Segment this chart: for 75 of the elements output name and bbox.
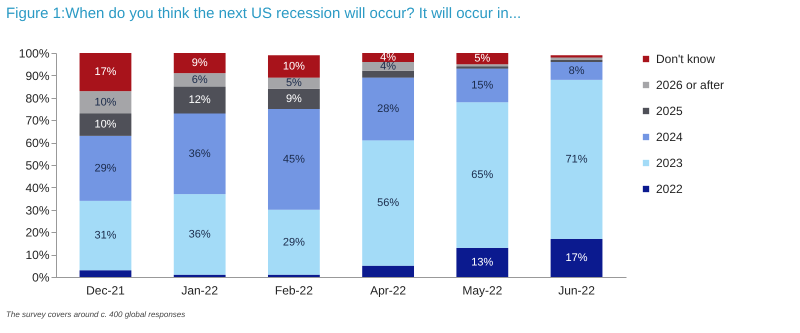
bar <box>362 140 414 266</box>
data-label: 15% <box>471 79 494 92</box>
x-tick-label: Jan-22 <box>181 284 218 298</box>
bar <box>456 248 508 277</box>
y-tick-label: 90% <box>25 68 50 83</box>
x-tick-label: May-22 <box>462 284 503 298</box>
bar <box>174 194 226 275</box>
bar <box>268 88 320 109</box>
y-tick-label: 60% <box>25 136 50 150</box>
bar <box>550 238 602 277</box>
bar <box>268 109 320 210</box>
data-label: 6% <box>192 74 208 86</box>
y-tick-label: 0% <box>32 270 50 284</box>
bar <box>174 53 226 74</box>
legend-label: 2022 <box>656 182 684 196</box>
data-label: 45% <box>282 153 306 166</box>
legend-label: 2023 <box>656 156 684 170</box>
bar <box>550 62 602 80</box>
data-label: 31% <box>94 230 117 242</box>
legend-label: 2024 <box>656 130 684 144</box>
data-label: 12% <box>188 94 211 106</box>
legend-label: 2026 or after <box>656 78 724 92</box>
bar <box>362 70 414 78</box>
data-label: 65% <box>471 169 494 182</box>
text: The survey covers around c. 400 global responses <box>6 310 186 319</box>
bar <box>80 91 132 114</box>
data-label: 28% <box>377 103 400 115</box>
bar <box>268 55 320 78</box>
bar <box>268 210 320 275</box>
bar <box>268 78 320 89</box>
bar <box>362 78 414 140</box>
data-label: 9% <box>286 92 302 105</box>
data-label: 71% <box>566 153 588 166</box>
y-tick-label: 20% <box>25 226 50 240</box>
data-label: 17% <box>94 66 117 78</box>
data-label: 10% <box>94 96 117 108</box>
bar <box>550 80 602 239</box>
data-label: 56% <box>377 197 400 210</box>
bar <box>456 68 508 102</box>
data-label: 9% <box>192 57 208 70</box>
chart-title: Figure 1:When do you think the next US recession will occur? It will occur in... <box>6 5 522 22</box>
y-tick-label: 70% <box>25 114 50 128</box>
x-tick-label: Feb-22 <box>274 284 314 298</box>
y-tick-label: 30% <box>25 203 50 218</box>
y-tick-label: 80% <box>25 91 50 106</box>
y-tick-label: 50% <box>25 158 50 172</box>
bar <box>174 113 226 194</box>
data-label: 17% <box>566 252 588 264</box>
bar <box>80 113 132 136</box>
bar <box>550 57 602 60</box>
y-tick-label: 10% <box>25 248 50 262</box>
data-label: 36% <box>188 228 211 240</box>
bar <box>174 86 226 114</box>
data-label: 29% <box>94 162 117 174</box>
legend-label: Don't know <box>656 52 716 66</box>
x-tick-label: Apr-22 <box>370 284 406 298</box>
bar <box>80 136 132 201</box>
data-label: 8% <box>568 64 585 77</box>
bar <box>80 53 132 92</box>
data-label: 36% <box>188 148 211 160</box>
data-label: 5% <box>474 52 490 65</box>
data-label: 5% <box>286 77 302 90</box>
data-label: 10% <box>94 118 117 131</box>
y-tick-label: 100% <box>18 46 50 60</box>
bar <box>80 200 132 270</box>
data-label: 29% <box>282 236 306 248</box>
legend-label: 2025 <box>656 104 684 118</box>
y-tick-label: 40% <box>25 180 50 195</box>
x-tick-label: Jun-22 <box>558 284 596 298</box>
data-label: 13% <box>471 256 494 268</box>
bar <box>80 270 132 277</box>
bar <box>362 266 414 277</box>
data-label: 10% <box>282 60 306 72</box>
bar <box>456 102 508 248</box>
x-tick-label: Dec-21 <box>86 284 126 298</box>
